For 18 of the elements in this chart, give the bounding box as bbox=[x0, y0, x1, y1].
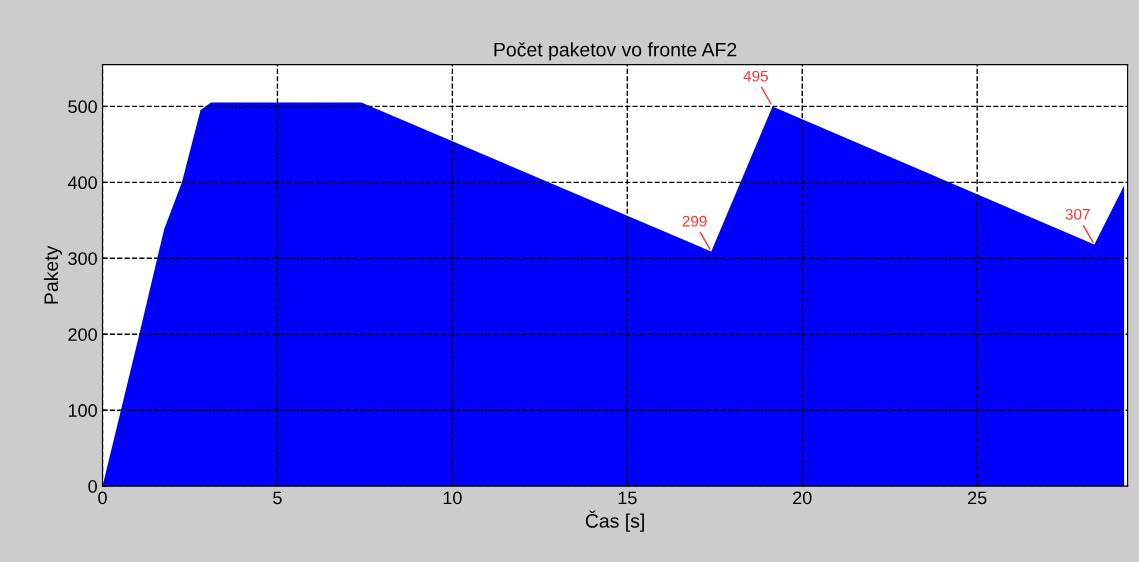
y-tick-label: 300 bbox=[68, 252, 97, 266]
x-tick-label: 20 bbox=[793, 491, 812, 505]
y-tick-label: 400 bbox=[67, 176, 97, 190]
x-axis-title: Čas [s] bbox=[585, 510, 644, 532]
chart-title: Počet paketov vo fronte AF2 bbox=[494, 42, 737, 61]
x-tick-label: 15 bbox=[618, 491, 637, 505]
annotation: 307 bbox=[1065, 208, 1090, 220]
y-tick-label: 500 bbox=[68, 100, 97, 114]
x-tick-label: 5 bbox=[273, 491, 282, 505]
x-tick-label: 0 bbox=[98, 491, 107, 505]
y-tick-label: 200 bbox=[68, 328, 97, 341]
x-tick-label: 25 bbox=[968, 491, 987, 505]
y-axis-title: Pakety bbox=[43, 245, 62, 304]
x-tick-label: 10 bbox=[443, 491, 462, 505]
annotation: 299 bbox=[682, 215, 707, 227]
annotation: 495 bbox=[743, 70, 768, 82]
y-tick-label: 100 bbox=[68, 404, 97, 417]
y-tick-label: 0 bbox=[88, 480, 97, 493]
